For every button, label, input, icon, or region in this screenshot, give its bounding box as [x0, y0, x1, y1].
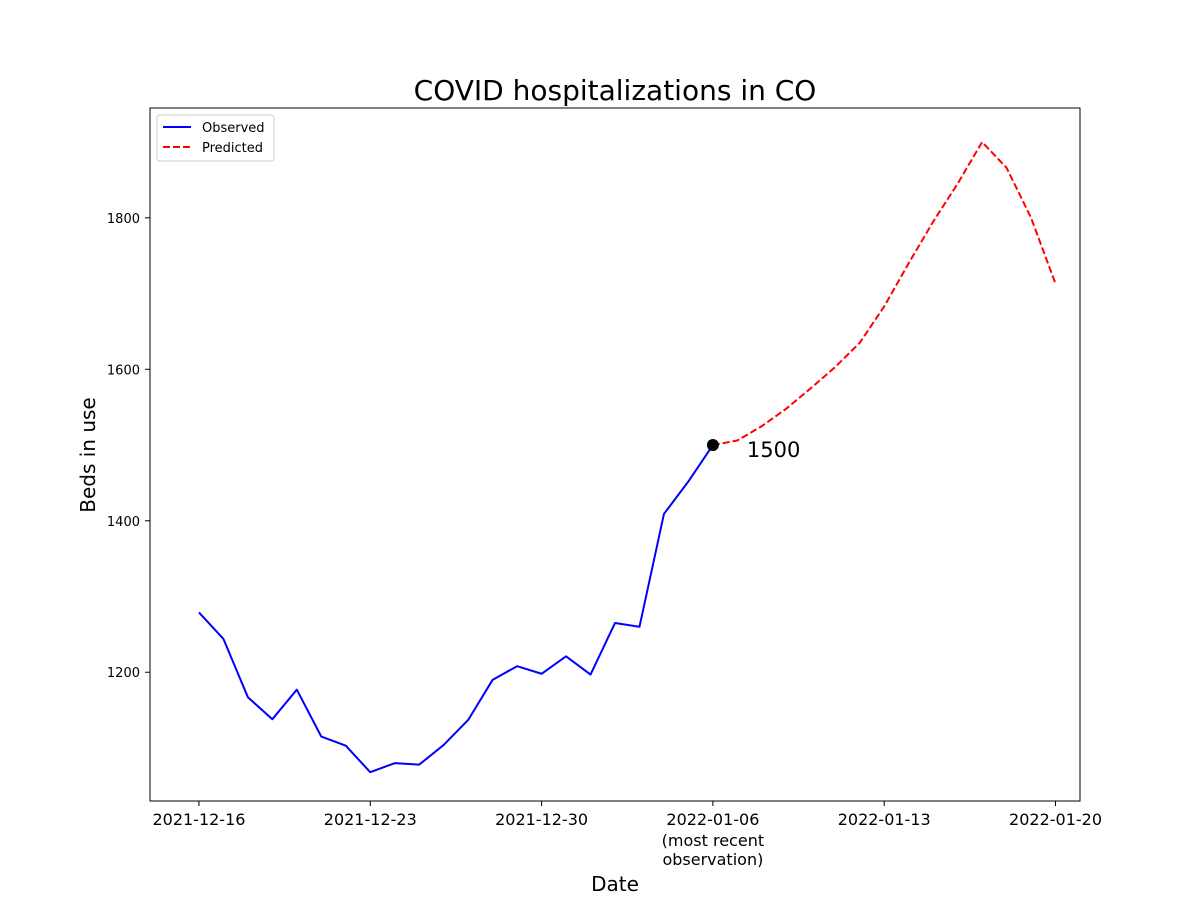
annotation-layer: 1500 — [706, 438, 800, 462]
data-point-predicted-12 — [1006, 167, 1007, 168]
data-point-predicted-10 — [957, 183, 958, 184]
data-point-predicted-8 — [908, 263, 909, 264]
data-point-observed-1 — [223, 638, 224, 639]
legend: Observed Predicted — [156, 114, 275, 162]
data-point-predicted-2 — [761, 426, 762, 427]
data-point-observed-16 — [590, 674, 591, 675]
data-point-predicted-3 — [786, 408, 787, 409]
data-point-predicted-6 — [859, 342, 860, 343]
legend-label-observed: Observed — [202, 121, 265, 136]
x-axis-label: Date — [591, 872, 639, 896]
x-tick-sublabel-3-1: observation) — [662, 850, 763, 869]
data-point-predicted-13 — [1031, 217, 1032, 218]
x-tick-label-3: 2022-01-06 — [666, 810, 759, 829]
data-point-observed-13 — [517, 666, 518, 667]
y-tick-label-3: 1800 — [107, 212, 140, 227]
annotation-marker — [706, 439, 719, 452]
x-axis: 2021-12-16 2021-12-23 2021-12-30 2022-01-06… — [152, 801, 1102, 869]
data-point-predicted-4 — [810, 388, 811, 389]
x-tick-label-5: 2022-01-20 — [1009, 810, 1102, 829]
legend-label-predicted: Predicted — [202, 141, 263, 156]
series-line-observed — [198, 444, 714, 774]
y-tick-label-1: 1400 — [107, 515, 140, 530]
data-point-observed-18 — [639, 626, 640, 627]
data-point-observed-5 — [321, 736, 322, 737]
annotation-label: 1500 — [747, 438, 800, 462]
data-point-observed-7 — [370, 772, 371, 773]
x-tick-label-2: 2021-12-30 — [495, 810, 588, 829]
data-point-predicted-1 — [737, 440, 738, 441]
data-point-observed-10 — [443, 744, 444, 745]
data-point-observed-6 — [345, 745, 346, 746]
plot-frame — [149, 107, 1081, 802]
y-axis: 1200 1400 1600 1800 — [107, 212, 150, 681]
data-point-observed-9 — [419, 764, 420, 765]
data-point-observed-19 — [663, 513, 664, 514]
data-point-observed-2 — [247, 697, 248, 698]
data-point-observed-3 — [272, 719, 273, 720]
data-point-predicted-7 — [884, 306, 885, 307]
series-layer — [198, 141, 1057, 774]
data-point-observed-0 — [198, 612, 199, 613]
y-tick-label-2: 1600 — [107, 363, 140, 378]
data-point-predicted-14 — [1055, 283, 1056, 284]
data-point-observed-11 — [468, 719, 469, 720]
data-point-observed-12 — [492, 679, 493, 680]
data-point-observed-15 — [566, 656, 567, 657]
chart-title: COVID hospitalizations in CO — [414, 74, 817, 107]
data-point-observed-20 — [688, 481, 689, 482]
data-point-observed-14 — [541, 673, 542, 674]
series-line-predicted — [712, 141, 1057, 447]
x-tick-label-1: 2021-12-23 — [324, 810, 417, 829]
data-point-predicted-5 — [835, 367, 836, 368]
data-point-observed-17 — [615, 623, 616, 624]
data-point-predicted-11 — [982, 142, 983, 143]
data-point-observed-4 — [296, 689, 297, 690]
x-tick-sublabel-3-0: (most recent — [662, 831, 764, 850]
data-point-observed-8 — [394, 763, 395, 764]
y-axis-label: Beds in use — [76, 397, 100, 513]
x-tick-label-4: 2022-01-13 — [838, 810, 931, 829]
x-tick-label-0: 2021-12-16 — [152, 810, 245, 829]
y-tick-label-0: 1200 — [107, 666, 140, 681]
data-point-predicted-9 — [933, 221, 934, 222]
